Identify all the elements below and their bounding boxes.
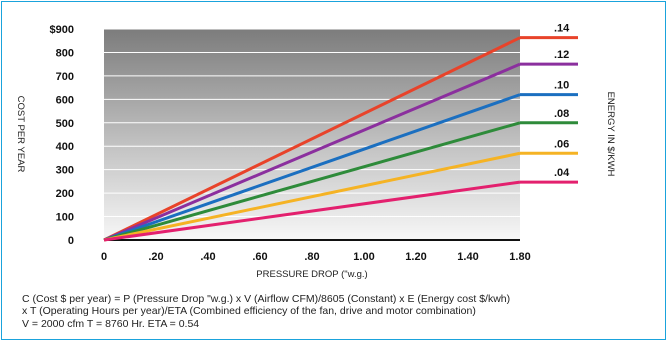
series-line [103, 121, 521, 242]
right-axis-label: ENERGY IN $/KWH [605, 92, 616, 177]
series-label: .10 [554, 80, 569, 92]
x-tick-label: 1.80 [509, 251, 530, 263]
x-tick-label: 1.20 [405, 251, 426, 263]
series-line [103, 36, 521, 242]
series-label: .04 [554, 167, 570, 179]
x-tick-label: 1.00 [353, 251, 374, 263]
x-axis-label: PRESSURE DROP ("w.g.) [256, 269, 367, 280]
y-tick-label: 700 [56, 71, 74, 83]
series-line [103, 180, 521, 242]
x-tick-label: 1.40 [457, 251, 478, 263]
x-tick-label: .20 [148, 251, 163, 263]
y-tick-label: 100 [56, 212, 74, 224]
y-tick-label: 0 [68, 235, 74, 247]
x-tick-label: .60 [252, 251, 267, 263]
series-labels: .14 .12 .10 .08 .06 .04 [554, 23, 570, 179]
series-label: .08 [554, 108, 569, 120]
formula-text: C (Cost $ per year) = P (Pressure Drop "… [22, 293, 662, 330]
y-tick-label: 600 [56, 94, 74, 106]
formula-line-1: C (Cost $ per year) = P (Pressure Drop "… [22, 293, 511, 305]
series-line [103, 62, 521, 242]
y-tick-label: $900 [50, 24, 74, 36]
series-label: .06 [554, 138, 569, 150]
cost-chart: 0 100 200 300 400 500 600 700 800 $900 0 .20 .40 .60… [15, 23, 616, 280]
series-line [103, 93, 521, 242]
y-axis-label: COST PER YEAR [15, 96, 26, 173]
series-line [103, 151, 521, 242]
y-tick-label: 800 [56, 47, 74, 59]
formula-line-2: x T (Operating Hours per year)/ETA (Comb… [22, 305, 476, 318]
series-label: .14 [554, 23, 570, 35]
y-tick-label: 500 [56, 118, 74, 130]
series-lines [103, 36, 578, 242]
formula-line-3: V = 2000 cfm T = 8760 Hr. ETA = 0.54 [22, 317, 200, 330]
y-tick-labels: 0 100 200 300 400 500 600 700 800 $900 [50, 24, 74, 247]
y-tick-label: 200 [56, 188, 74, 200]
series-label: .12 [554, 49, 569, 61]
y-tick-label: 300 [56, 165, 74, 177]
x-tick-labels: 0 .20 .40 .60 .80 1.00 1.20 1.40 1.80 [101, 251, 531, 263]
x-tick-label: .80 [304, 251, 319, 263]
y-tick-label: 400 [56, 141, 74, 153]
x-tick-label: 0 [101, 251, 107, 263]
x-tick-label: .40 [200, 251, 215, 263]
